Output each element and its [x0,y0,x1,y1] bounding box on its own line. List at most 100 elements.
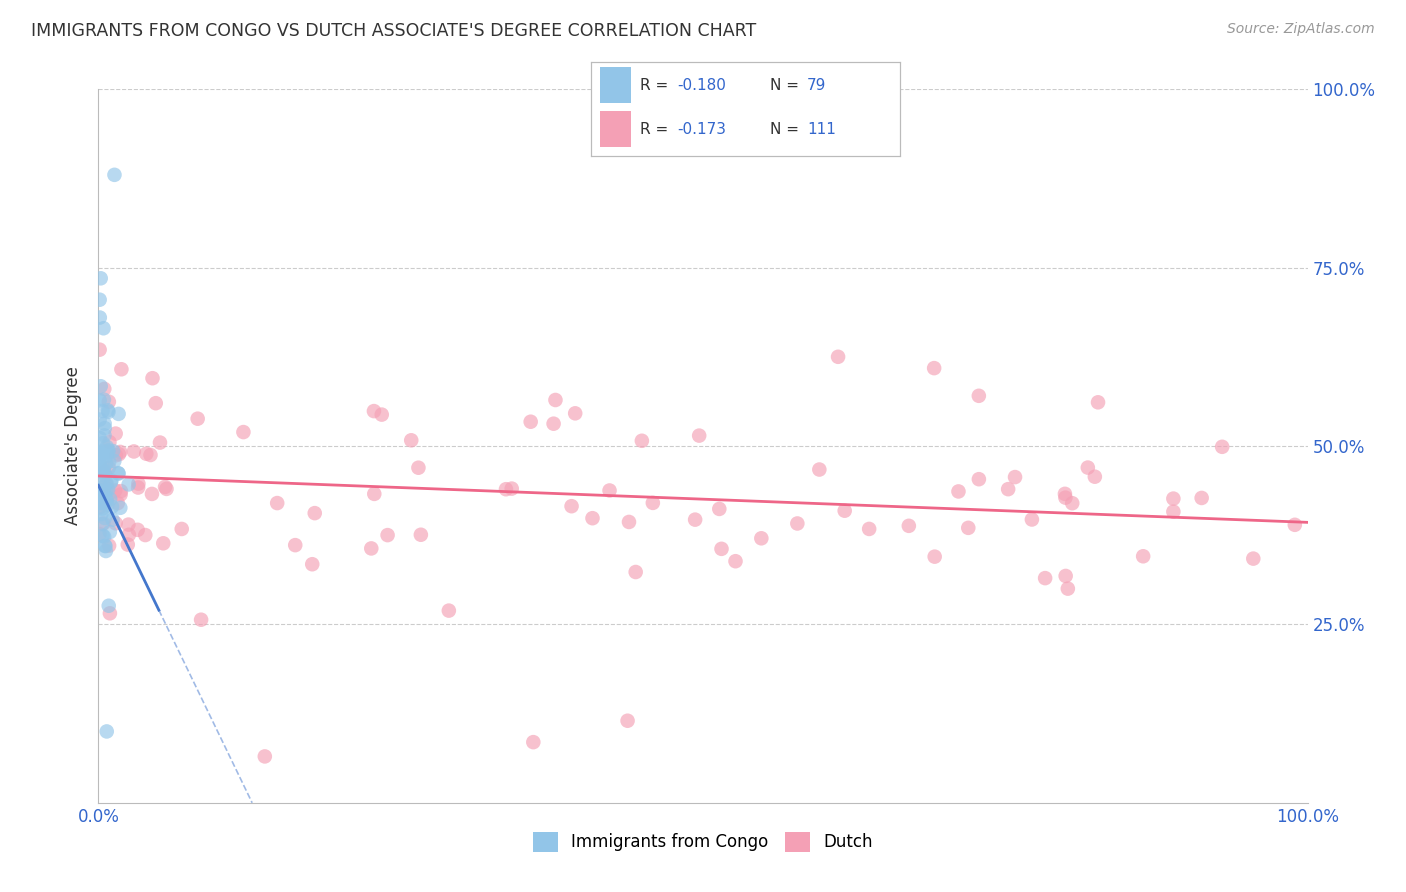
Dutch [967,472,990,486]
Dutch [89,343,111,357]
Immigrants from Congo [91,529,114,543]
Dutch [641,496,664,510]
Dutch [786,516,808,531]
Text: 79: 79 [807,78,827,94]
Dutch [98,435,121,450]
Dutch [599,483,621,498]
Text: R =: R = [640,78,673,94]
Immigrants from Congo [93,417,115,431]
Dutch [544,392,567,407]
Dutch [187,411,209,425]
Dutch [948,484,970,499]
Dutch [1132,549,1154,564]
Immigrants from Congo [97,445,120,459]
Dutch [127,481,149,495]
Immigrants from Congo [89,476,111,491]
Immigrants from Congo [97,483,120,497]
Dutch [141,487,163,501]
Dutch [827,350,849,364]
Immigrants from Congo [103,168,125,182]
Dutch [127,523,149,537]
Immigrants from Congo [89,431,111,445]
Immigrants from Congo [96,483,118,498]
Immigrants from Congo [89,393,111,408]
Immigrants from Congo [93,392,115,407]
Dutch [1084,469,1107,483]
Dutch [1062,496,1084,510]
Dutch [155,482,177,496]
Dutch [153,480,176,494]
Immigrants from Congo [94,421,117,435]
Bar [600,67,631,103]
Text: 111: 111 [807,122,837,137]
Immigrants from Congo [91,517,114,532]
Immigrants from Congo [96,724,118,739]
Immigrants from Congo [107,407,129,421]
Immigrants from Congo [89,491,111,506]
Dutch [1054,491,1077,505]
Text: N =: N = [770,122,804,137]
Dutch [1241,551,1264,566]
Immigrants from Congo [118,477,141,491]
Immigrants from Congo [91,466,114,480]
Immigrants from Congo [89,481,111,495]
Immigrants from Congo [101,444,124,458]
Dutch [1033,571,1056,585]
Dutch [104,426,127,441]
Dutch [104,448,127,462]
Dutch [1004,470,1026,484]
Dutch [519,415,541,429]
Immigrants from Congo [107,467,129,481]
Immigrants from Congo [89,293,111,307]
Immigrants from Congo [93,463,115,477]
Y-axis label: Associate's Degree: Associate's Degree [65,367,83,525]
Dutch [1191,491,1213,505]
Immigrants from Congo [89,445,111,459]
Dutch [284,538,307,552]
Immigrants from Congo [94,457,117,471]
Immigrants from Congo [97,443,120,458]
Immigrants from Congo [98,524,121,539]
Immigrants from Congo [93,530,115,544]
Dutch [170,522,193,536]
Immigrants from Congo [90,491,112,505]
Immigrants from Congo [94,539,117,553]
Immigrants from Congo [96,492,118,507]
Dutch [564,406,586,420]
Immigrants from Congo [91,491,114,506]
Immigrants from Congo [97,599,120,613]
Immigrants from Congo [103,454,125,468]
Dutch [543,417,565,431]
Immigrants from Congo [89,456,111,470]
Dutch [152,536,174,550]
Dutch [1087,395,1109,409]
Dutch [501,482,523,496]
Dutch [135,447,157,461]
Immigrants from Congo [91,495,114,509]
Dutch [145,396,167,410]
Immigrants from Congo [98,492,121,507]
Immigrants from Congo [98,455,121,469]
Immigrants from Congo [91,494,114,508]
Dutch [117,517,139,532]
Dutch [97,482,120,496]
Immigrants from Congo [96,449,118,463]
Immigrants from Congo [101,513,124,527]
Text: -0.180: -0.180 [678,78,725,94]
Dutch [139,448,162,462]
Immigrants from Congo [107,466,129,480]
Dutch [96,477,118,491]
Immigrants from Congo [110,500,132,515]
Dutch [834,504,856,518]
Dutch [922,361,945,376]
Immigrants from Congo [89,483,111,498]
Immigrants from Congo [94,468,117,483]
Dutch [399,434,422,448]
Immigrants from Congo [90,507,112,521]
Dutch [108,445,131,459]
Immigrants from Congo [93,486,115,500]
Dutch [360,541,382,556]
Dutch [710,541,733,556]
Immigrants from Congo [89,496,111,510]
Immigrants from Congo [94,544,117,558]
